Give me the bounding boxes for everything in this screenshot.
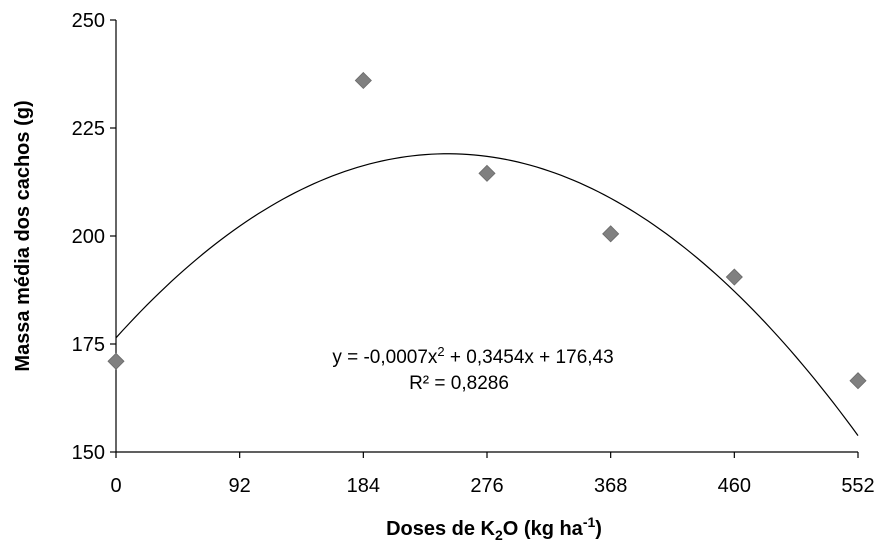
data-point: [107, 352, 125, 370]
data-points: [107, 71, 867, 390]
x-ticks: 0 92 184 276 368 460 552: [110, 452, 875, 497]
x-tick-label: 552: [841, 475, 874, 497]
y-ticks: 150 175 200 225 250: [72, 10, 116, 464]
y-tick-label: 200: [72, 226, 105, 248]
x-tick-label: 92: [229, 475, 251, 497]
data-point: [725, 268, 743, 286]
r2-label: R² = 0,8286: [409, 373, 509, 394]
x-axis-title: Doses de K2O (kg ha-1): [386, 514, 602, 543]
y-tick-label: 150: [72, 442, 105, 464]
data-point: [602, 225, 620, 243]
y-tick-label: 225: [72, 118, 105, 140]
x-tick-label: 0: [110, 475, 121, 497]
y-axis-title: Massa média dos cachos (g): [12, 100, 34, 371]
x-tick-label: 276: [470, 475, 503, 497]
trendline: [115, 153, 859, 436]
data-point: [849, 372, 867, 390]
equation-label: y = -0,0007x2 + 0,3454x + 176,43: [332, 344, 613, 368]
y-tick-label: 250: [72, 10, 105, 32]
data-point: [478, 164, 496, 182]
y-tick-label: 175: [72, 334, 105, 356]
x-tick-label: 460: [718, 475, 751, 497]
plot-area: 150 175 200 225 250 0 92 184 276 368 460 552: [72, 10, 875, 497]
x-tick-label: 184: [347, 475, 380, 497]
data-point: [354, 71, 372, 90]
x-tick-label: 368: [594, 475, 627, 497]
